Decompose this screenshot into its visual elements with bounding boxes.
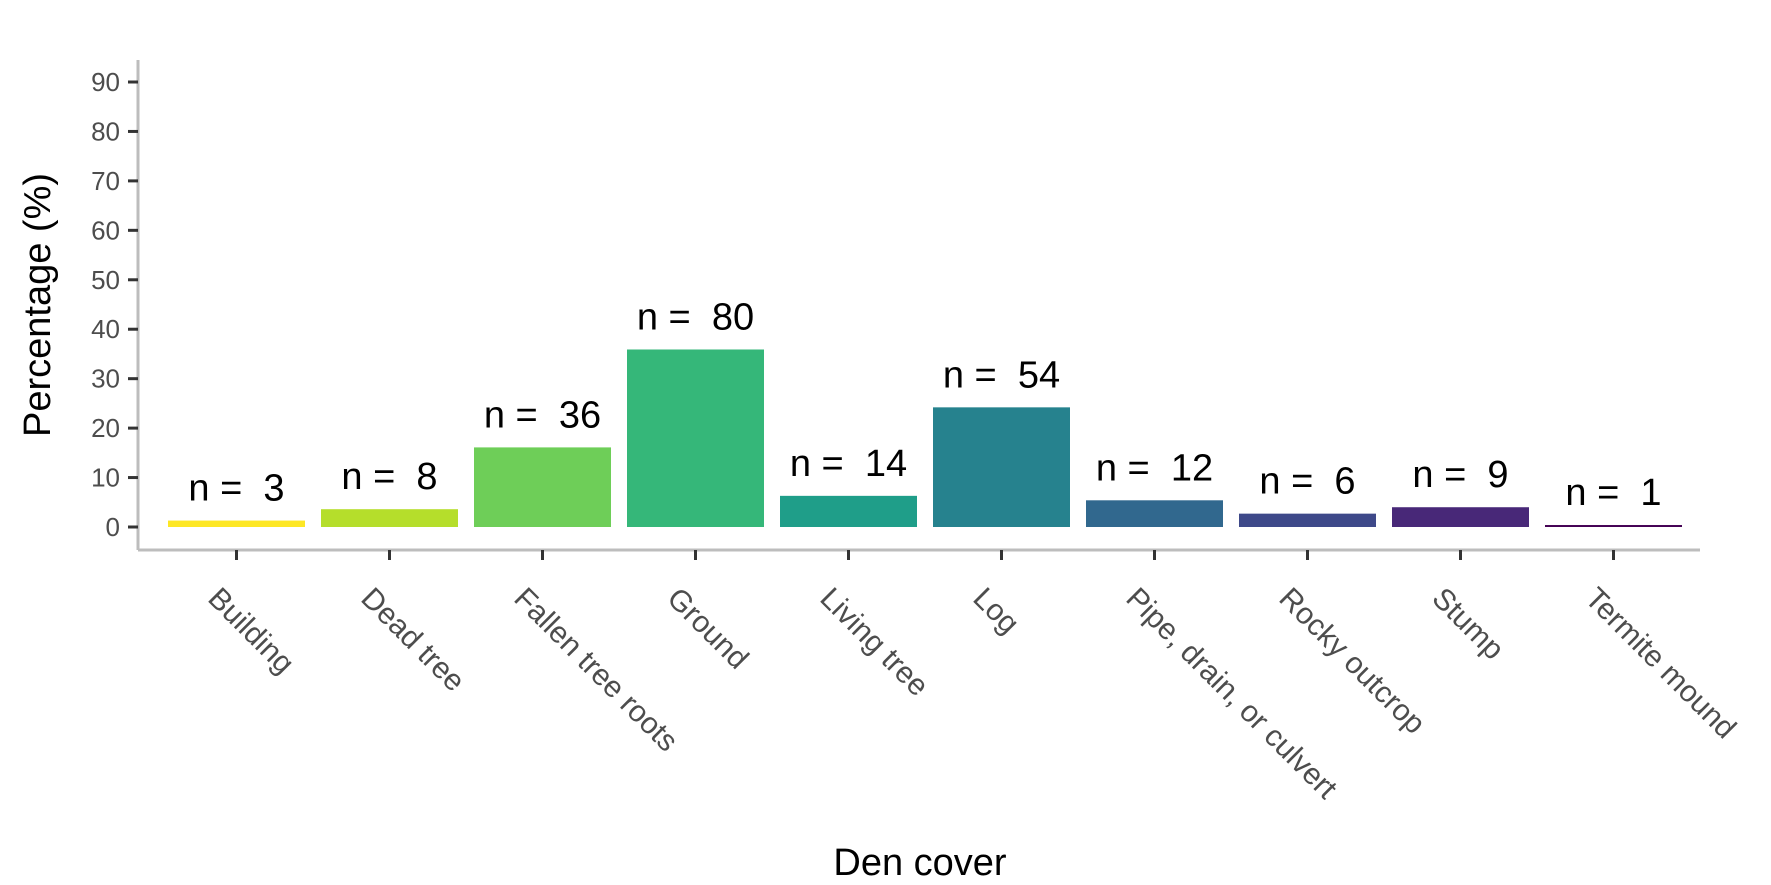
bar-dead-tree: [321, 509, 458, 527]
n-label: n = 3: [188, 468, 284, 510]
x-tick-label: Building: [202, 582, 301, 681]
y-tick-label: 80: [91, 116, 120, 146]
x-axis-title: Den cover: [833, 842, 1007, 884]
n-label: n = 54: [943, 354, 1060, 396]
y-tick-label: 60: [91, 215, 120, 245]
y-axis: 0 10 20 30 40 50 60 70 80 90: [91, 60, 140, 550]
bar-fallen-tree-roots: [474, 447, 611, 527]
x-tick-label: Living tree: [814, 582, 935, 703]
y-tick-label: 50: [91, 265, 120, 295]
y-tick-label: 0: [106, 512, 120, 542]
bars: [168, 349, 1682, 527]
x-axis: [138, 548, 1700, 560]
n-label: n = 14: [790, 443, 907, 485]
n-label: n = 6: [1259, 461, 1355, 503]
bar-stump: [1392, 507, 1529, 527]
y-tick-label: 30: [91, 364, 120, 394]
y-tick-label: 40: [91, 314, 120, 344]
x-tick-label: Rocky outcrop: [1273, 582, 1432, 741]
x-tick-label: Termite mound: [1579, 582, 1743, 746]
n-label: n = 9: [1412, 454, 1508, 496]
n-label: n = 1: [1565, 472, 1661, 514]
bar-termite-mound: [1545, 525, 1682, 527]
x-tick-label: Stump: [1426, 582, 1511, 667]
category-labels: Building Dead tree Fallen tree rootsGround…: [202, 582, 1743, 806]
bar-building: [168, 520, 305, 527]
x-tick-label: Dead tree: [355, 582, 471, 698]
n-label: n = 36: [484, 394, 601, 436]
n-labels: n = 3 n = 8 n = 36 n = 80 n = 14 n = 54 n = 12…: [188, 296, 1661, 514]
bar-ground: [627, 349, 764, 527]
y-tick-label: 20: [91, 413, 120, 443]
x-tick-label: Log: [967, 582, 1026, 641]
y-axis-title: Percentage (%): [17, 173, 59, 437]
bar-log: [933, 407, 1070, 527]
x-tick-label: Ground: [661, 582, 755, 676]
n-label: n = 80: [637, 296, 754, 338]
n-label: n = 12: [1096, 447, 1213, 489]
bar-living-tree: [780, 495, 917, 527]
n-label: n = 8: [341, 456, 437, 498]
y-tick-label: 70: [91, 166, 120, 196]
x-tick-label: Fallen tree roots: [508, 582, 685, 759]
bar-rocky-outcrop: [1239, 513, 1376, 527]
bar-pipe-drain-or-culvert: [1086, 500, 1223, 527]
y-tick-label: 10: [91, 463, 120, 493]
y-tick-label: 90: [91, 67, 120, 97]
